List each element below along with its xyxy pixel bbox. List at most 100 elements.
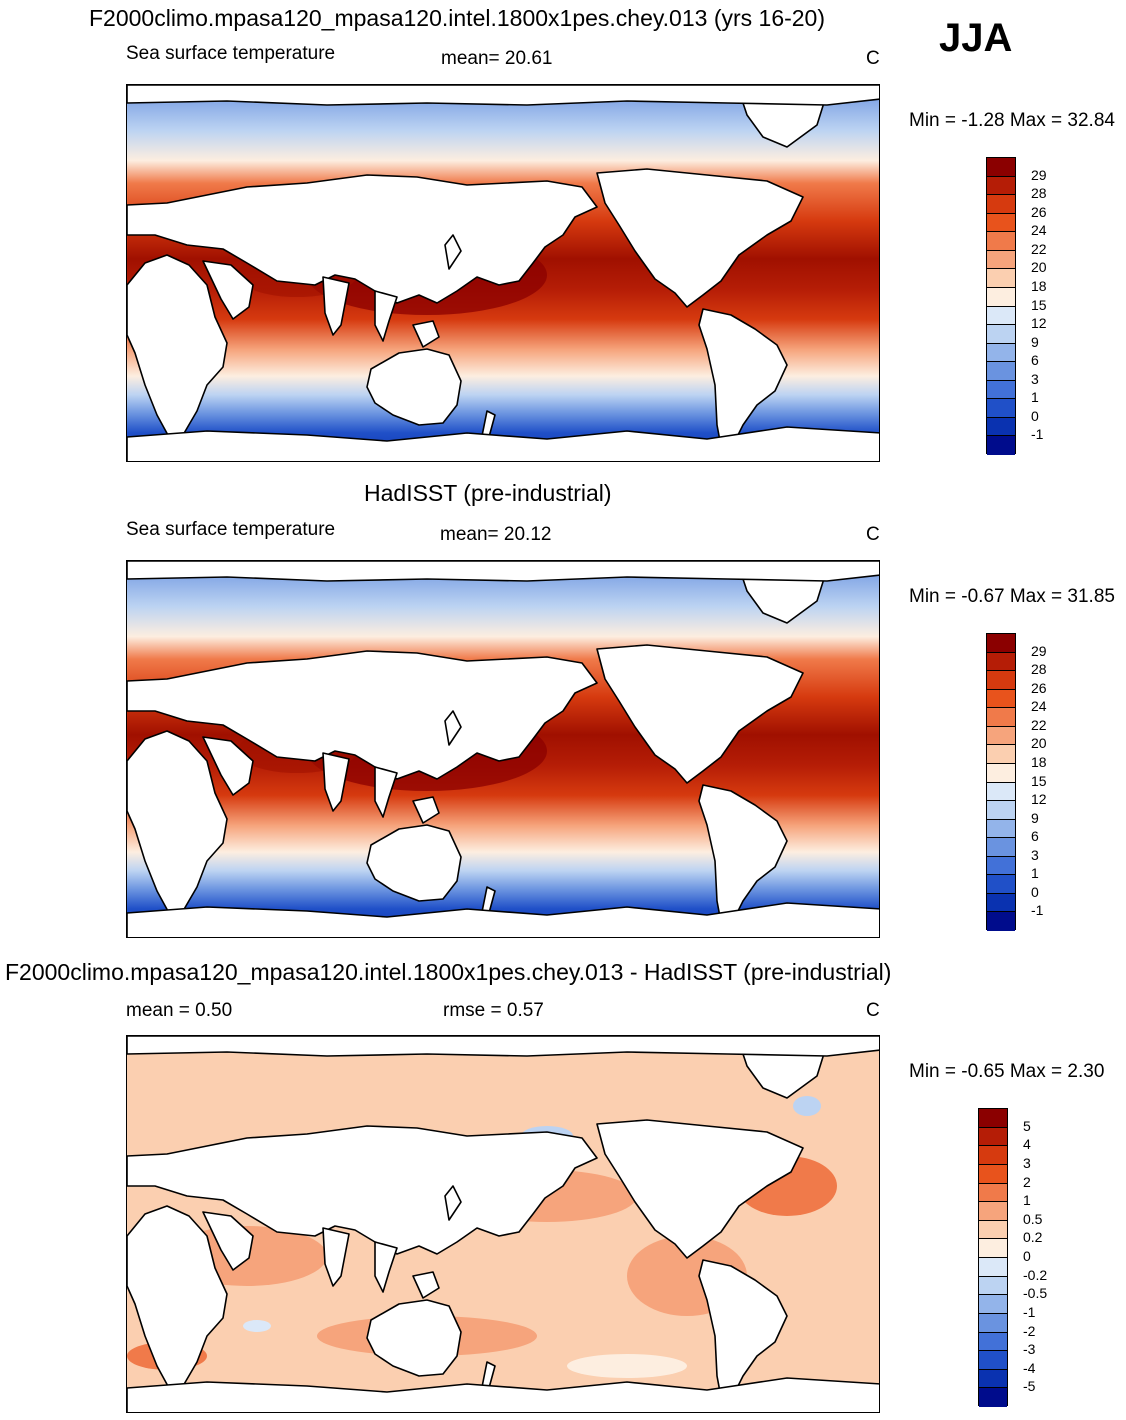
colorbar-segment xyxy=(987,819,1015,839)
panel2-colorbar xyxy=(986,633,1016,931)
colorbar-segment xyxy=(979,1127,1007,1147)
land-seasia xyxy=(374,290,398,342)
colorbar-tick-label: 12 xyxy=(1031,791,1047,808)
colorbar-tick-label: 4 xyxy=(1023,1136,1031,1153)
colorbar-segment xyxy=(987,856,1015,876)
colorbar-segment xyxy=(987,689,1015,709)
land-antarctica xyxy=(127,426,879,461)
panel1-units-label: C xyxy=(866,48,880,69)
colorbar-segment xyxy=(987,634,1015,653)
colorbar-segment xyxy=(987,250,1015,270)
colorbar-tick-label: 3 xyxy=(1023,1154,1031,1171)
colorbar-segment xyxy=(987,232,1015,251)
colorbar-tick-label: 28 xyxy=(1031,661,1047,678)
colorbar-segment xyxy=(987,399,1015,418)
panel1-variable-label: Sea surface temperature xyxy=(126,43,336,64)
colorbar-segment xyxy=(987,176,1015,196)
panel2-units-label: C xyxy=(866,524,880,545)
colorbar-tick-label: 22 xyxy=(1031,240,1047,257)
diff-anomaly-region xyxy=(243,1320,271,1332)
colorbar-segment xyxy=(987,893,1015,913)
colorbar-segment xyxy=(979,1183,1007,1203)
panel2-variable-label: Sea surface temperature xyxy=(126,519,336,540)
colorbar-tick-label: 18 xyxy=(1031,753,1047,770)
colorbar-segment xyxy=(979,1258,1007,1277)
colorbar-segment xyxy=(987,325,1015,344)
colorbar-tick-label: -3 xyxy=(1023,1341,1036,1358)
panel3-rmse-label: rmse = 0.57 xyxy=(443,1000,544,1021)
land-australia xyxy=(366,824,462,902)
land-seasia xyxy=(374,1241,398,1293)
land-africa xyxy=(127,730,228,914)
colorbar-segment xyxy=(987,362,1015,381)
colorbar-segment xyxy=(987,417,1015,437)
colorbar-segment xyxy=(979,1332,1007,1352)
panel1-mean-label: mean= 20.61 xyxy=(441,48,553,69)
land-borneo xyxy=(412,1271,440,1299)
colorbar-segment xyxy=(987,269,1015,288)
colorbar-tick-label: 3 xyxy=(1031,846,1039,863)
colorbar-segment xyxy=(987,436,1015,455)
land-india xyxy=(322,276,350,336)
panel2-map xyxy=(126,560,880,938)
colorbar-segment xyxy=(979,1164,1007,1184)
diff-anomaly-region xyxy=(793,1096,821,1116)
colorbar-segment xyxy=(987,652,1015,672)
colorbar-tick-label: 0 xyxy=(1023,1248,1031,1264)
land-samerica xyxy=(698,784,788,934)
colorbar-segment xyxy=(979,1295,1007,1314)
colorbar-tick-label: 20 xyxy=(1031,735,1047,752)
land-namerica xyxy=(596,1119,804,1259)
panel1-map xyxy=(126,84,880,462)
land-arctic xyxy=(127,1036,879,1057)
land-arabia xyxy=(202,736,254,796)
colorbar-tick-label: 0 xyxy=(1031,883,1039,900)
colorbar-segment xyxy=(987,380,1015,400)
colorbar-segment xyxy=(987,195,1015,214)
panel2-title: HadISST (pre-industrial) xyxy=(364,480,612,506)
colorbar-segment xyxy=(979,1388,1007,1407)
colorbar-tick-label: -0.5 xyxy=(1023,1285,1048,1302)
land-europeAsia xyxy=(127,174,598,304)
land-arabia xyxy=(202,1211,254,1271)
panel1-title: F2000climo.mpasa120_mpasa120.intel.1800x… xyxy=(89,5,826,31)
colorbar-segment xyxy=(987,782,1015,802)
colorbar-tick-label: -4 xyxy=(1023,1359,1036,1376)
colorbar-tick-label: 28 xyxy=(1031,185,1047,202)
colorbar-tick-label: 18 xyxy=(1031,277,1047,294)
colorbar-tick-label: -1 xyxy=(1031,902,1044,919)
land-australia xyxy=(366,348,462,426)
colorbar-tick-label: 20 xyxy=(1031,259,1047,276)
colorbar-segment xyxy=(979,1109,1007,1128)
colorbar-segment xyxy=(987,912,1015,931)
colorbar-segment xyxy=(979,1276,1007,1296)
colorbar-tick-label: 6 xyxy=(1031,828,1039,845)
colorbar-tick-label: -0.2 xyxy=(1023,1266,1048,1283)
land-namerica xyxy=(596,644,804,784)
panel3-mean-label: mean = 0.50 xyxy=(126,1000,233,1021)
colorbar-tick-label: -2 xyxy=(1023,1322,1036,1339)
colorbar-tick-label: 24 xyxy=(1031,222,1047,239)
land-india xyxy=(322,752,350,812)
colorbar-tick-label: 5 xyxy=(1023,1117,1031,1134)
land-borneo xyxy=(412,796,440,824)
colorbar-tick-label: 29 xyxy=(1031,166,1047,183)
colorbar-segment xyxy=(987,213,1015,233)
colorbar-segment xyxy=(979,1202,1007,1221)
colorbar-tick-label: 9 xyxy=(1031,333,1039,350)
colorbar-tick-label: 12 xyxy=(1031,315,1047,332)
colorbar-segment xyxy=(979,1146,1007,1165)
land-africa xyxy=(127,254,228,438)
colorbar-tick-label: 29 xyxy=(1031,642,1047,659)
sst-map-svg xyxy=(127,561,879,937)
panel1-minmax-label: Min = -1.28 Max = 32.84 xyxy=(909,110,1115,131)
colorbar-tick-label: 6 xyxy=(1031,352,1039,369)
panel3-title: F2000climo.mpasa120_mpasa120.intel.1800x… xyxy=(5,959,892,985)
panel2-minmax-label: Min = -0.67 Max = 31.85 xyxy=(909,586,1115,607)
land-japan xyxy=(444,1185,462,1221)
land-samerica xyxy=(698,1259,788,1409)
colorbar-tick-label: 15 xyxy=(1031,772,1047,789)
colorbar-tick-label: 1 xyxy=(1031,389,1039,406)
panel3-colorbar xyxy=(978,1108,1008,1407)
panel3-minmax-label: Min = -0.65 Max = 2.30 xyxy=(909,1061,1105,1082)
